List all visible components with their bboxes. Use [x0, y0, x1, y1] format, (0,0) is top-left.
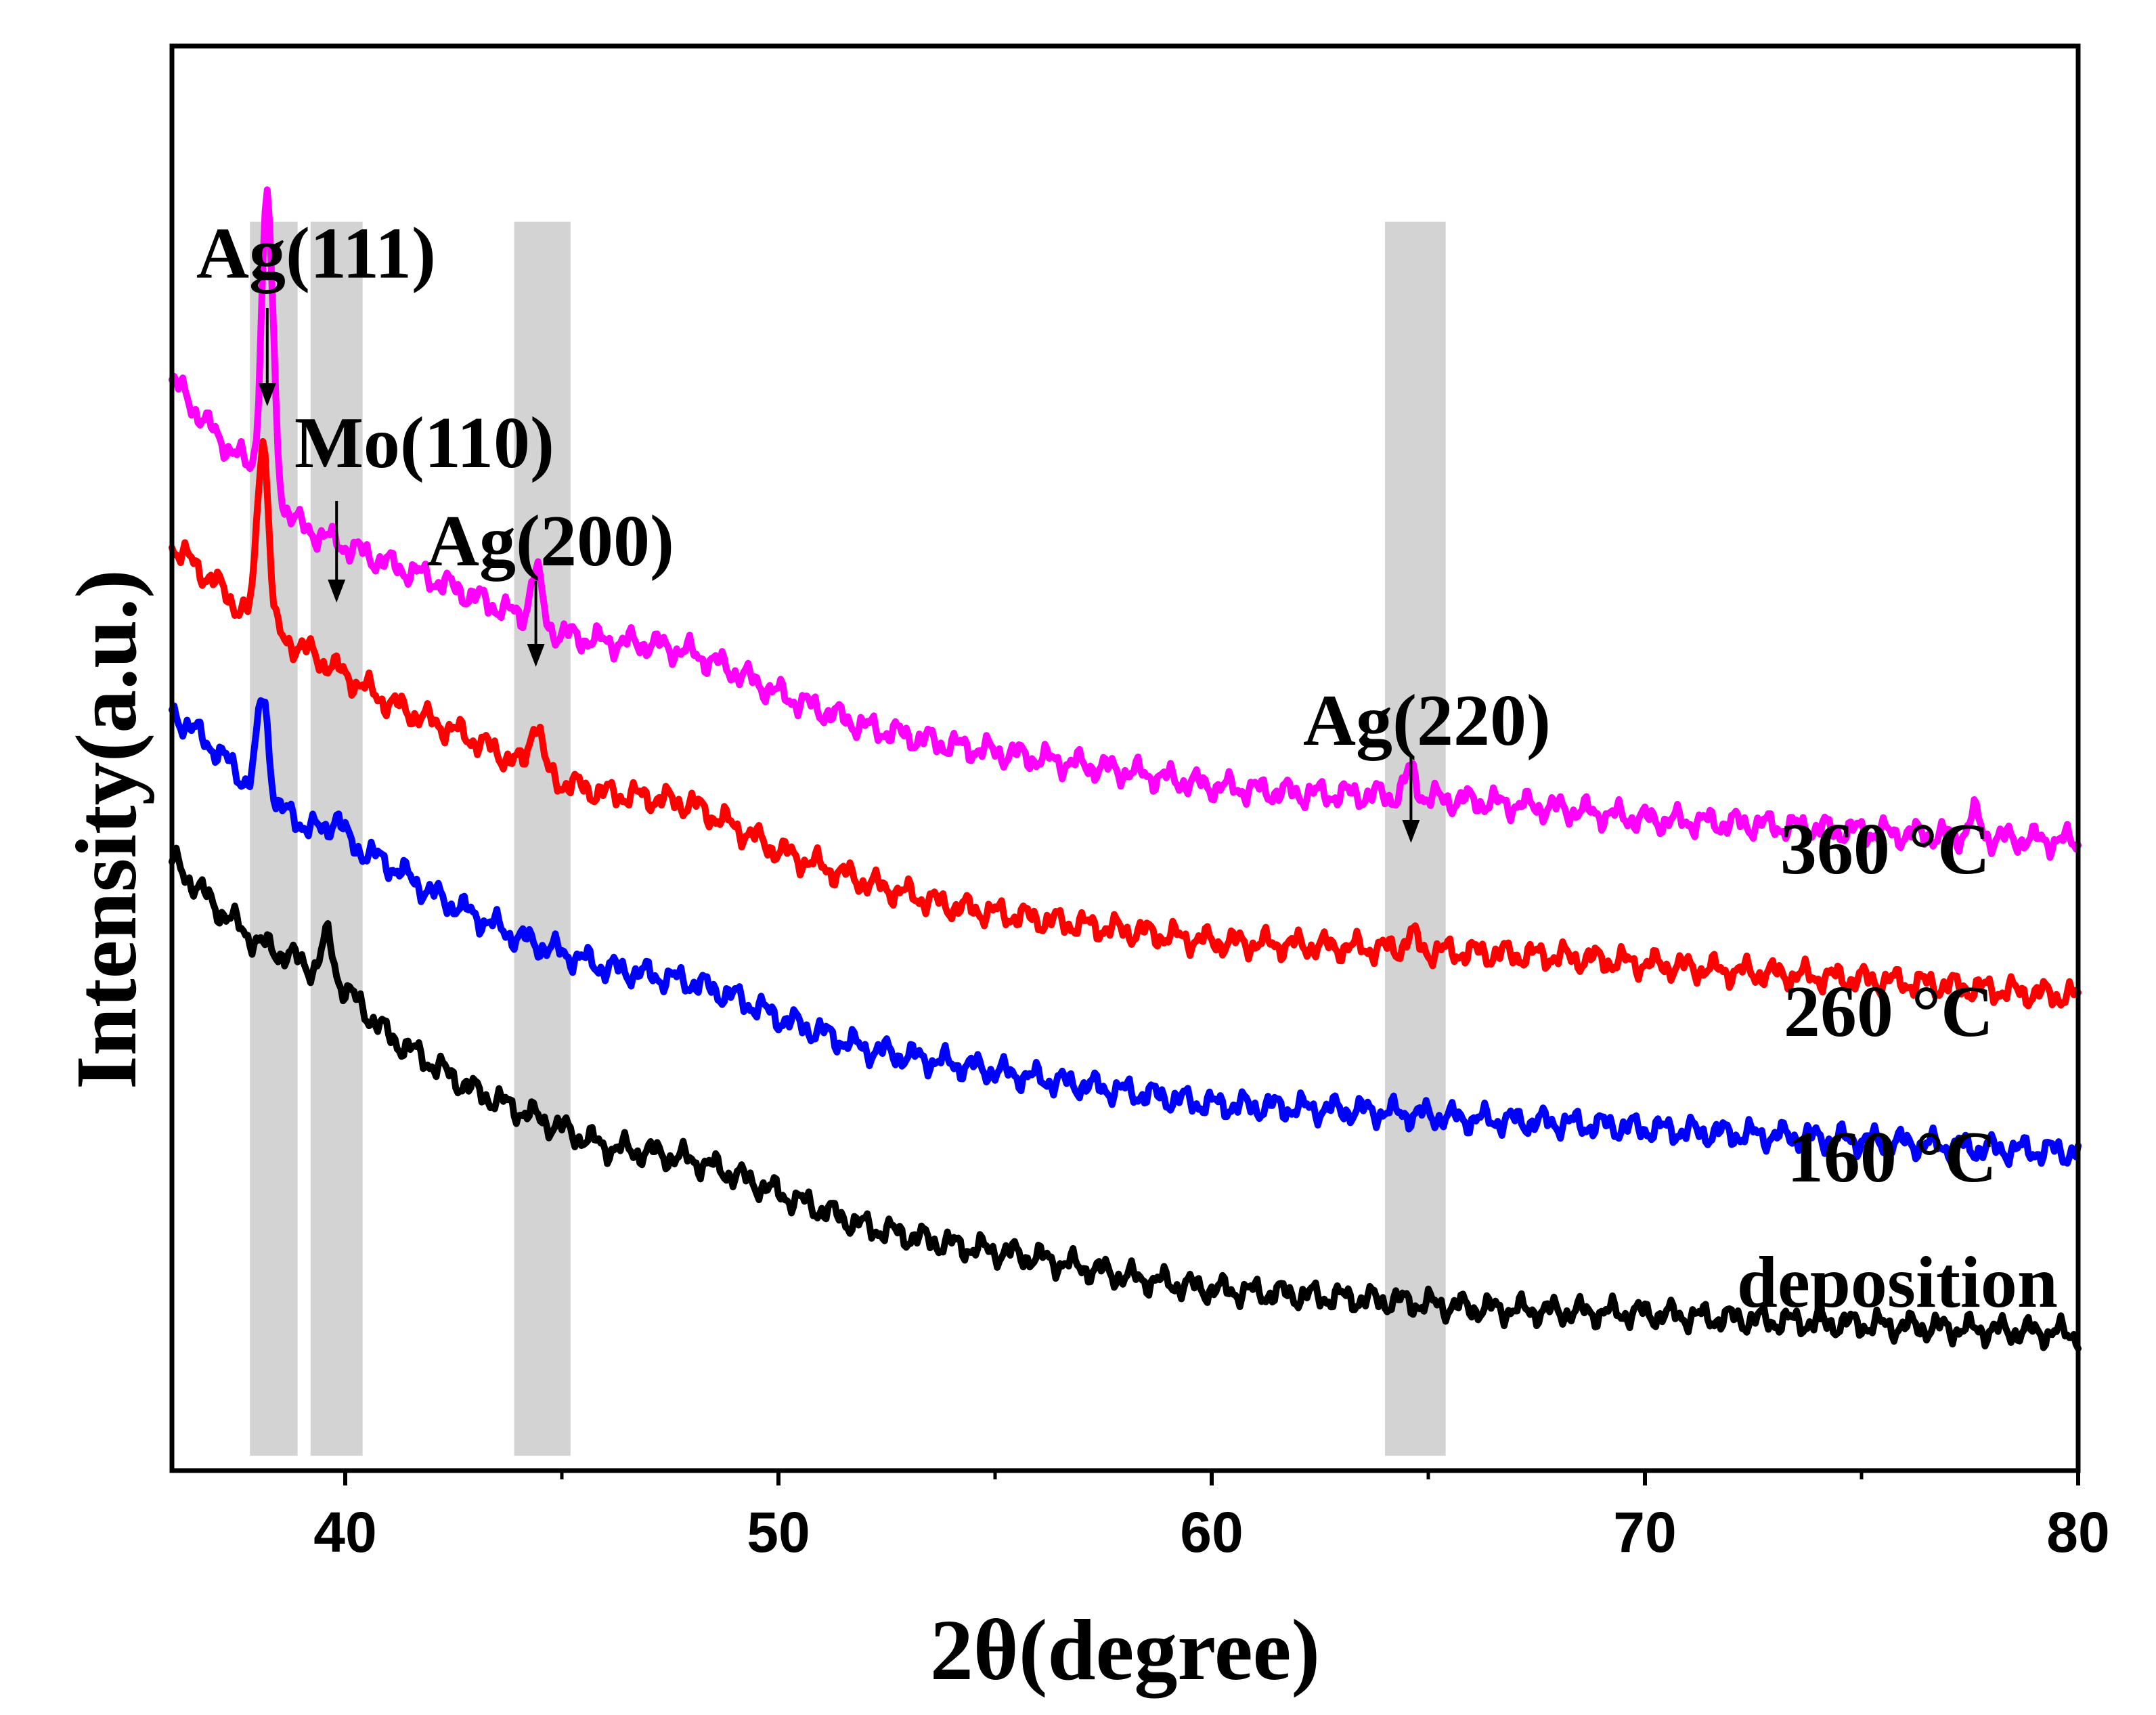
peak-label-ag-220: Ag(220) — [1303, 680, 1551, 761]
peak-label-mo-110: Mo(110) — [294, 403, 554, 483]
y-axis-title: Intensity(a.u.) — [58, 569, 154, 1089]
peak-annotations: Ag(111) Mo(110) Ag(200) Ag(220) — [196, 213, 1551, 843]
x-axis-ticks: 40 50 60 70 80 — [313, 1471, 2110, 1564]
plot-frame — [169, 43, 2081, 1473]
x-tick-label: 80 — [2046, 1500, 2109, 1564]
series-label-160: 160 °C — [1787, 1117, 1997, 1198]
arrowhead-ag-111 — [258, 383, 276, 406]
series-line-260-c — [169, 438, 2082, 1010]
arrowhead-mo-110 — [328, 580, 346, 603]
band-ag-220 — [1385, 221, 1446, 1456]
x-tick-label: 50 — [747, 1500, 810, 1564]
peak-label-ag-200: Ag(200) — [426, 501, 674, 582]
band-ag-200 — [514, 221, 571, 1456]
x-tick-label: 70 — [1613, 1500, 1676, 1564]
arrowhead-ag-220 — [1402, 820, 1420, 843]
peak-label-ag-111: Ag(111) — [196, 213, 436, 294]
x-tick-label: 60 — [1180, 1500, 1243, 1564]
arrowhead-ag-200 — [527, 644, 545, 667]
series-label-360: 360 °C — [1780, 809, 1990, 890]
series-label-deposition: deposition — [1737, 1242, 2058, 1323]
series-line-160-c — [169, 697, 2082, 1169]
series-line-deposition — [169, 844, 2082, 1352]
series-label-260: 260 °C — [1784, 972, 1994, 1052]
series-line-360-c — [169, 186, 2082, 861]
series-lines — [169, 186, 2082, 1352]
x-tick-label: 40 — [313, 1500, 376, 1564]
x-axis-title: 2θ(degree) — [930, 1602, 1320, 1698]
